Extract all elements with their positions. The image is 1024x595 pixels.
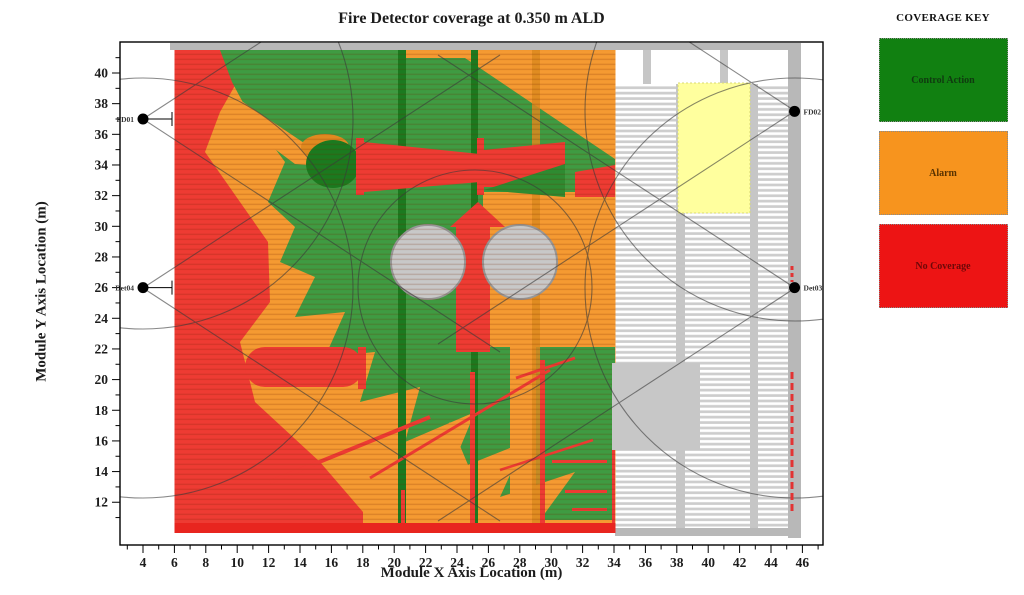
detector-fd01: FD01: [117, 111, 173, 126]
svg-text:40: 40: [95, 66, 109, 81]
legend-swatch-control-action: Control Action: [878, 38, 1008, 122]
svg-text:16: 16: [95, 433, 109, 448]
svg-text:40: 40: [701, 555, 715, 570]
legend-label-no-coverage: No Coverage: [915, 260, 971, 272]
legend-swatch-no-coverage: No Coverage: [878, 224, 1008, 308]
x-axis-label: Module X Axis Location (m): [380, 565, 563, 581]
svg-text:22: 22: [95, 341, 109, 356]
svg-text:28: 28: [513, 555, 527, 570]
detector-markers: FD01 FD02 Det03 Det04: [115, 105, 823, 295]
svg-text:16: 16: [325, 555, 339, 570]
svg-text:30: 30: [95, 219, 109, 234]
svg-text:26: 26: [482, 555, 496, 570]
no-coverage-bottom-strip: [174, 523, 616, 533]
detector-dot: [137, 282, 149, 294]
svg-text:36: 36: [95, 127, 109, 142]
svg-text:18: 18: [95, 403, 109, 418]
svg-text:8: 8: [202, 555, 209, 570]
detector-det03: Det03: [789, 282, 823, 294]
gray-room: [612, 363, 700, 450]
y-axis-label: Module Y Axis Location (m): [33, 201, 50, 382]
detector-ranges: [120, 42, 823, 522]
chart-title: Fire Detector coverage at 0.350 m ALD: [338, 10, 605, 27]
svg-text:14: 14: [95, 464, 109, 479]
svg-text:26: 26: [95, 280, 109, 295]
detector-label: FD01: [117, 115, 135, 124]
svg-text:34: 34: [607, 555, 621, 570]
detector-dot: [789, 282, 801, 294]
svg-text:18: 18: [356, 555, 370, 570]
svg-text:10: 10: [230, 555, 244, 570]
detector-fd02: FD02: [789, 105, 822, 117]
svg-text:34: 34: [95, 157, 109, 172]
svg-text:4: 4: [140, 555, 147, 570]
svg-text:12: 12: [262, 555, 276, 570]
svg-text:22: 22: [419, 555, 433, 570]
svg-text:36: 36: [639, 555, 653, 570]
svg-text:12: 12: [95, 495, 109, 510]
svg-text:44: 44: [764, 555, 778, 570]
plot-frame: [119, 41, 824, 546]
coverage-key: COVERAGE KEY Control Action Alarm No Cov…: [868, 12, 1018, 317]
detector-dot: [137, 113, 149, 125]
svg-text:20: 20: [387, 555, 401, 570]
coverage-key-title: COVERAGE KEY: [896, 12, 990, 24]
svg-text:20: 20: [95, 372, 109, 387]
detector-det04: Det04: [115, 280, 173, 295]
svg-text:24: 24: [450, 555, 464, 570]
svg-text:30: 30: [544, 555, 558, 570]
svg-text:42: 42: [733, 555, 747, 570]
svg-text:6: 6: [171, 555, 178, 570]
legend-label-control-action: Control Action: [911, 74, 975, 86]
svg-text:32: 32: [95, 188, 109, 203]
detector-label: FD02: [804, 107, 822, 116]
hatch-overlay: [174, 50, 616, 523]
detector-label: Det04: [115, 284, 134, 293]
svg-text:32: 32: [576, 555, 590, 570]
svg-text:24: 24: [95, 311, 109, 326]
svg-text:46: 46: [796, 555, 810, 570]
legend-swatch-alarm: Alarm: [878, 131, 1008, 215]
detector-dot: [789, 105, 801, 117]
detector-label: Det03: [804, 284, 823, 293]
legend-label-alarm: Alarm: [929, 167, 957, 179]
svg-text:38: 38: [95, 96, 109, 111]
axes: 4 6 8 10 12 14 16 18 20 22 24 26 28 30 32 34 36 38 40 42 44 4…: [95, 57, 819, 570]
svg-text:38: 38: [670, 555, 684, 570]
svg-text:28: 28: [95, 249, 109, 264]
svg-text:14: 14: [293, 555, 307, 570]
coverage-plot: 4 6 8 10 12 14 16 18 20 22 24 26 28 30 32 34 36 38 40 42 44 4…: [95, 41, 824, 570]
